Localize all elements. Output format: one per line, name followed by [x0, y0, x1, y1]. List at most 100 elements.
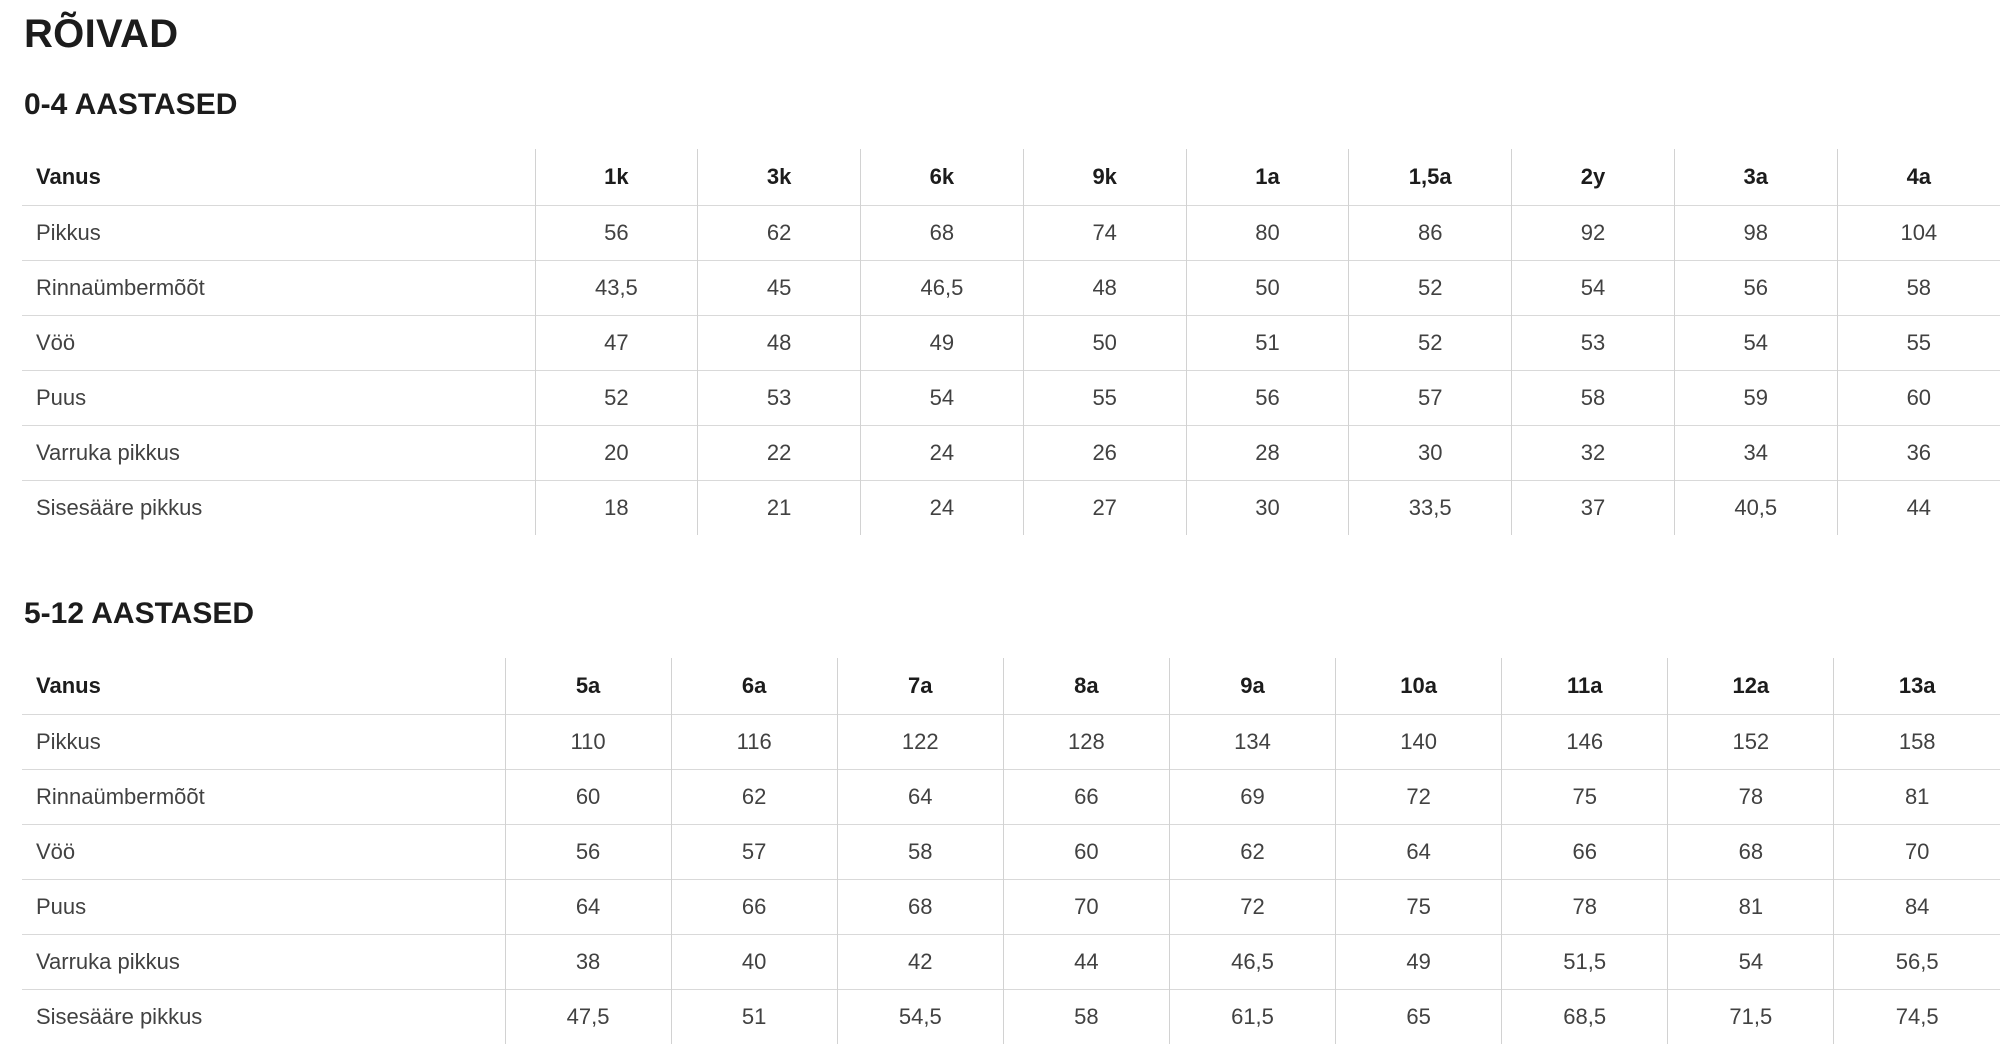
size-value: 122 — [836, 714, 1004, 769]
size-column-header: 4a — [1836, 149, 2000, 205]
size-column-header: 6a — [670, 658, 838, 714]
size-value: 75 — [1501, 769, 1668, 824]
row-label: Vöö — [36, 838, 76, 864]
size-value: 58 — [1002, 989, 1170, 1044]
size-value: 49 — [1335, 934, 1502, 989]
measurement-row: Sisesääre pikkus 18 21 24 27 30 33,5 37 40,5 44 — [22, 480, 2000, 535]
size-value: 68 — [1667, 824, 1834, 879]
measurement-row: Rinnaümbermõõt 43,5 45 46,5 48 50 52 54 56 58 — [22, 260, 2000, 315]
size-value: 42 — [836, 934, 1004, 989]
row-label: Rinnaümbermõõt — [36, 274, 205, 300]
size-value: 80 — [1185, 205, 1349, 260]
size-value: 62 — [1168, 824, 1336, 879]
size-value: 45 — [697, 260, 861, 315]
size-column-header: 6k — [860, 149, 1024, 205]
size-value: 152 — [1667, 714, 1834, 769]
size-column-header: 11a — [1501, 658, 1668, 714]
size-value: 74 — [1022, 205, 1187, 260]
measurement-row: Vöö 56 57 58 60 62 64 66 68 70 — [22, 824, 2000, 879]
size-value: 65 — [1335, 989, 1502, 1044]
size-column-header: 3a — [1673, 149, 1838, 205]
size-table-0-4: Vanus 1k 3k 6k 9k 1a 1,5a 2y 3a 4a Pikkus 56 62 68 74 8… — [22, 149, 2000, 535]
size-value: 78 — [1501, 879, 1668, 934]
size-value: 24 — [860, 425, 1024, 480]
size-value: 72 — [1335, 769, 1502, 824]
size-value: 55 — [1022, 370, 1187, 425]
size-value: 37 — [1511, 480, 1675, 535]
size-value: 146 — [1501, 714, 1668, 769]
size-value: 43,5 — [534, 260, 698, 315]
size-value: 72 — [1168, 879, 1336, 934]
size-column-header: 13a — [1833, 658, 2000, 714]
size-column-header: 2y — [1511, 149, 1675, 205]
size-value: 140 — [1335, 714, 1502, 769]
size-column-header: 5a — [504, 658, 672, 714]
size-value: 68 — [836, 879, 1004, 934]
size-value: 56 — [504, 824, 672, 879]
size-value: 44 — [1836, 480, 2000, 535]
size-value: 58 — [1836, 260, 2000, 315]
size-value: 27 — [1022, 480, 1187, 535]
measurement-row: Rinnaümbermõõt 60 62 64 66 69 72 75 78 81 — [22, 769, 2000, 824]
age-column-header: Vanus — [36, 163, 101, 189]
size-value: 26 — [1022, 425, 1187, 480]
size-value: 24 — [860, 480, 1024, 535]
size-value: 48 — [697, 315, 861, 370]
row-label: Rinnaümbermõõt — [36, 783, 205, 809]
measurement-row: Pikkus 56 62 68 74 80 86 92 98 104 — [22, 205, 2000, 260]
size-value: 69 — [1168, 769, 1336, 824]
size-value: 78 — [1667, 769, 1834, 824]
size-value: 57 — [1348, 370, 1512, 425]
size-value: 33,5 — [1348, 480, 1512, 535]
size-value: 66 — [670, 879, 838, 934]
section-0-4-aastased: 0-4 AASTASED Vanus 1k 3k 6k 9k 1a 1,5a 2y 3a 4a Pi… — [22, 88, 2000, 535]
size-value: 134 — [1168, 714, 1336, 769]
size-value: 58 — [1511, 370, 1675, 425]
measurement-row: Vöö 47 48 49 50 51 52 53 54 55 — [22, 315, 2000, 370]
size-value: 128 — [1002, 714, 1170, 769]
size-value: 62 — [697, 205, 861, 260]
row-label: Puus — [36, 384, 87, 410]
size-value: 56 — [1673, 260, 1838, 315]
row-label: Sisesääre pikkus — [36, 494, 203, 520]
size-value: 116 — [670, 714, 838, 769]
size-column-header: 10a — [1335, 658, 1502, 714]
row-label: Varruka pikkus — [36, 439, 180, 465]
size-table-5-12: Vanus 5a 6a 7a 8a 9a 10a 11a 12a 13a Pikkus 110 116 1… — [22, 658, 2000, 1044]
size-value: 92 — [1511, 205, 1675, 260]
size-column-header: 8a — [1002, 658, 1170, 714]
size-value: 71,5 — [1667, 989, 1834, 1044]
size-value: 36 — [1836, 425, 2000, 480]
size-value: 54 — [860, 370, 1024, 425]
size-value: 46,5 — [860, 260, 1024, 315]
size-value: 49 — [860, 315, 1024, 370]
measurement-row: Puus 64 66 68 70 72 75 78 81 84 — [22, 879, 2000, 934]
measurement-row: Pikkus 110 116 122 128 134 140 146 152 158 — [22, 714, 2000, 769]
size-column-header: 12a — [1667, 658, 1834, 714]
measurement-row: Sisesääre pikkus 47,5 51 54,5 58 61,5 65 68,5 71… — [22, 989, 2000, 1044]
size-value: 34 — [1673, 425, 1838, 480]
size-value: 54 — [1667, 934, 1834, 989]
size-column-header: 1k — [534, 149, 698, 205]
table-header-row: Vanus 1k 3k 6k 9k 1a 1,5a 2y 3a 4a — [22, 149, 2000, 205]
size-value: 28 — [1185, 425, 1349, 480]
size-value: 64 — [504, 879, 672, 934]
row-label: Pikkus — [36, 728, 101, 754]
size-value: 68 — [860, 205, 1024, 260]
size-value: 86 — [1348, 205, 1512, 260]
size-column-header: 7a — [836, 658, 1004, 714]
size-value: 66 — [1501, 824, 1668, 879]
size-value: 60 — [504, 769, 672, 824]
size-value: 40,5 — [1673, 480, 1838, 535]
size-value: 54 — [1511, 260, 1675, 315]
size-value: 51 — [1185, 315, 1349, 370]
size-value: 40 — [670, 934, 838, 989]
size-value: 53 — [1511, 315, 1675, 370]
table-header-row: Vanus 5a 6a 7a 8a 9a 10a 11a 12a 13a — [22, 658, 2000, 714]
measurement-row: Varruka pikkus 20 22 24 26 28 30 32 34 36 — [22, 425, 2000, 480]
size-value: 47 — [534, 315, 698, 370]
size-value: 66 — [1002, 769, 1170, 824]
size-value: 30 — [1348, 425, 1512, 480]
size-value: 64 — [1335, 824, 1502, 879]
